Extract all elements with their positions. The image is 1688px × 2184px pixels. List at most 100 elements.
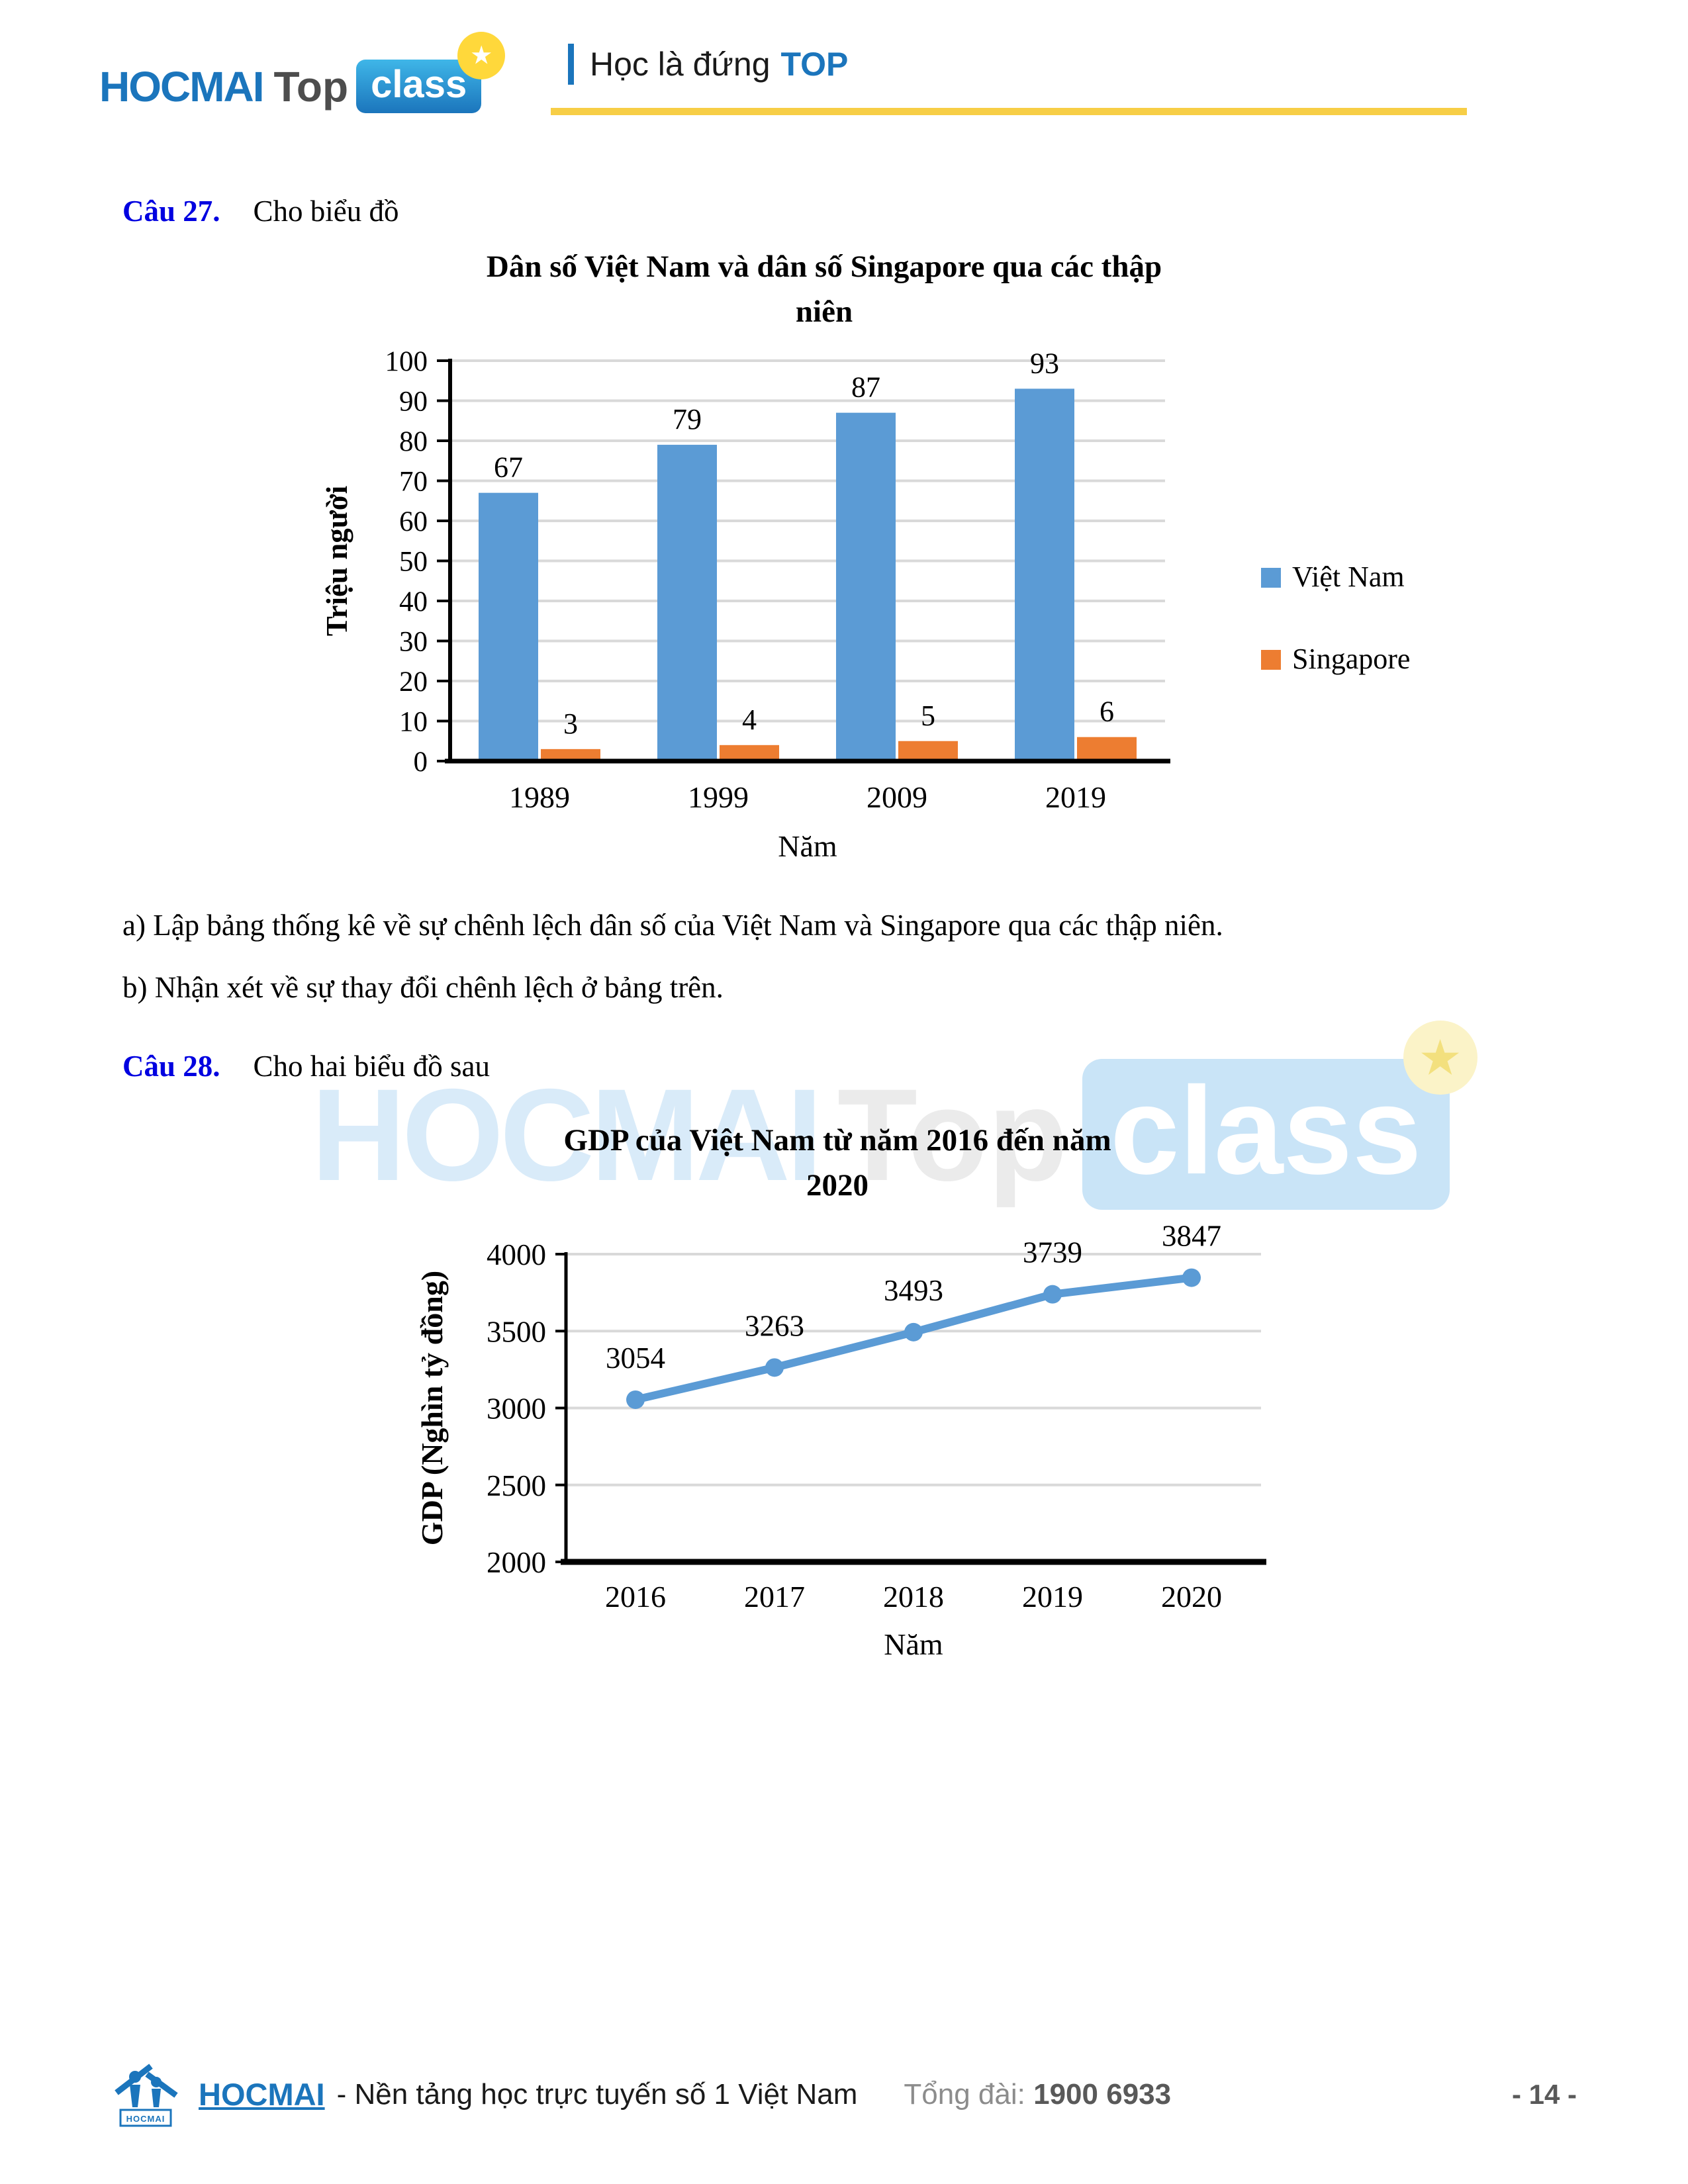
bar-value-label: 6 [1100,696,1114,728]
x-tick-label: 2019 [1045,780,1106,814]
logo-hocmai-text: HOCMAI [99,62,265,111]
star-badge-icon: ★ [461,36,502,75]
logo-top-text: Top [273,62,349,111]
x-tick-label: 2016 [605,1580,666,1614]
logo-caption-box [119,2109,172,2127]
watermark-hocmai-text: HOCMAI [311,1061,823,1208]
data-point-2016 [626,1390,645,1409]
y-tick-label: 50 [399,547,428,578]
x-tick-label: 2018 [883,1580,944,1614]
y-tick-label: 30 [399,627,428,658]
bar-viet-nam-2019 [1015,388,1074,761]
footer-brand-link[interactable]: HOCMAI [199,2077,325,2112]
data-value-label: 3847 [1162,1220,1221,1253]
legend-label: Singapore [1292,643,1410,675]
question-27-text: Cho biểu đồ [253,195,399,228]
chart2-title-line1: GDP của Việt Nam từ năm 2016 đến năm [563,1123,1111,1158]
y-tick-label: 90 [399,387,428,418]
question-28-text: Cho hai biểu đồ sau [253,1050,490,1083]
legend-swatch [1261,568,1281,588]
watermark-top-text: Top [837,1061,1068,1208]
watermark-class-block: class ★ [1082,1021,1477,1210]
y-tick-label: 20 [399,666,428,698]
y-tick-label: 40 [399,586,428,617]
task-b-text: b) Nhận xét về sự thay đổi chênh lệch ở … [122,971,724,1004]
y-tick-label: 10 [399,707,428,738]
bar-value-label: 4 [742,704,757,736]
y-axis-title: GDP (Nghìn tỷ đồng) [415,1271,449,1545]
tagline-top-text: TOP [780,46,849,83]
logo-person2-body [152,2089,161,2107]
y-tick-label: 4000 [487,1238,546,1271]
x-axis-title: Năm [778,829,837,863]
x-axis-title: Năm [884,1627,943,1661]
logo-person-head [129,2071,141,2083]
logo-person2-head [151,2077,162,2087]
data-value-label: 3493 [884,1274,943,1307]
bar-value-label: 3 [563,707,578,740]
logo-caption-text: HOCMAI [126,2114,165,2124]
bar-viet-nam-2009 [836,412,896,761]
legend-label: Việt Nam [1292,561,1405,593]
chart1-title-line2: niên [796,295,853,329]
bar-viet-nam-1999 [657,445,717,761]
bar-value-label: 79 [673,403,702,435]
y-tick-label: 100 [385,346,428,377]
question-27-line: Câu 27. Cho biểu đồ [122,194,399,228]
logo-class-text: class [356,60,482,113]
bar-viet-nam-1989 [479,492,538,761]
y-tick-label: 80 [399,426,428,457]
data-value-label: 3739 [1023,1236,1082,1269]
question-28-label: Câu 28. [122,1050,220,1083]
y-axis-title: Triệu người [320,486,353,636]
y-tick-label: 2000 [487,1546,546,1579]
bar-singapore-2019 [1077,737,1137,761]
y-tick-label: 2500 [487,1469,546,1502]
x-tick-label: 2017 [744,1580,805,1614]
hocmai-watermark: HOCMAI Top class ★ [311,1021,1477,1210]
y-tick-label: 3000 [487,1392,546,1426]
x-tick-label: 2009 [867,780,927,814]
bar-singapore-2009 [898,741,958,761]
page-number: - 14 - [1511,2078,1577,2110]
y-tick-label: 70 [399,467,428,498]
bar-value-label: 5 [921,700,935,732]
hotline-label: Tổng đài: [904,2077,1025,2111]
data-point-2018 [904,1322,923,1342]
chart2-title-line2: 2020 [806,1168,868,1203]
hocmai-footer-logo-icon: HOCMAI [115,2064,178,2127]
logo-class-block: class ★ [356,36,502,113]
population-bar-chart: Dân số Việt Nam và dân số Singapore qua … [320,250,1410,863]
task-a-text: a) Lập bảng thống kê về sự chênh lệch dâ… [122,909,1223,942]
logo-roof-right [145,2071,178,2098]
legend-swatch [1261,650,1281,670]
page-footer: HOCMAI HOCMAI - Nền tảng học trực tuyến … [113,2060,1577,2129]
question-27-label: Câu 27. [122,195,220,228]
data-value-label: 3054 [606,1342,665,1375]
x-tick-label: 1989 [509,780,570,814]
data-point-2019 [1043,1285,1062,1304]
logo-person-body [130,2085,140,2107]
bar-value-label: 93 [1030,347,1059,379]
gdp-line-chart: GDP của Việt Nam từ năm 2016 đến năm 2020… [415,1123,1266,1661]
bar-value-label: 87 [851,371,880,404]
tagline-text: Học là đứng [590,46,771,83]
question-28-line: Câu 28. Cho hai biểu đồ sau [122,1049,490,1083]
y-tick-label: 0 [414,747,428,778]
header-tagline: Học là đứng TOP [568,44,848,85]
y-tick-label: 3500 [487,1315,546,1348]
header-rule [551,108,1467,115]
watermark-class-text: class [1082,1059,1450,1210]
chart1-title-line1: Dân số Việt Nam và dân số Singapore qua … [487,250,1162,284]
bar-singapore-1999 [720,745,779,761]
bar-value-label: 67 [494,451,523,484]
footer-brand-subtitle: - Nền tảng học trực tuyến số 1 Việt Nam [336,2077,858,2111]
data-value-label: 3263 [745,1309,804,1342]
tagline-bar-icon [568,44,574,85]
data-point-2020 [1182,1268,1201,1287]
x-tick-label: 1999 [688,780,749,814]
y-tick-label: 60 [399,506,428,537]
hocmai-topclass-logo: HOCMAI Top class ★ [99,36,502,113]
bar-singapore-1989 [541,749,600,761]
